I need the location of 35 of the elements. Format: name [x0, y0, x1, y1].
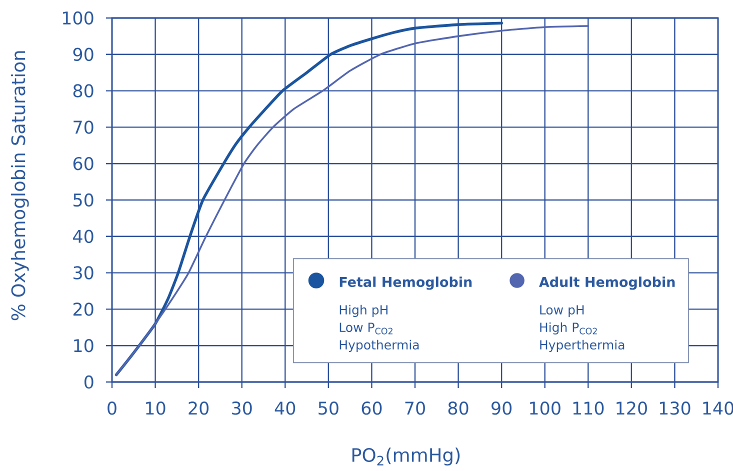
y-tick-label: 10: [74, 338, 94, 352]
x-tick-label: 130: [660, 402, 690, 415]
annotation: High P$_{CO2}$: [540, 322, 597, 334]
annotation: High pH: [340, 304, 388, 317]
y-tick-label: 60: [73, 156, 94, 170]
y-tick-label: 50: [74, 193, 94, 207]
annotation: Hyperthermia: [540, 340, 624, 352]
x-tick-label: 40: [274, 402, 296, 415]
x-tick-label: 100: [530, 402, 560, 415]
annotation: Hypothermia: [340, 340, 419, 352]
y-tick-label: 80: [73, 84, 94, 98]
x-tick-label: 10: [146, 402, 166, 415]
annotation: Low P$_{CO2}$: [340, 322, 392, 334]
legend-label: Fetal Hemoglobin: [340, 276, 472, 290]
y-tick-label: 100: [62, 11, 94, 25]
x-axis-title: PO$_{2}$(mmHg): [352, 448, 460, 466]
y-axis-title: % Oxyhemoglobin Saturation: [10, 51, 29, 320]
x-tick-label: 90: [492, 402, 512, 415]
y-tick-label: 30: [74, 266, 94, 280]
annotation: Low pH: [540, 305, 584, 317]
x-tick-label: 60: [362, 402, 382, 415]
y-tick-label: 40: [73, 230, 94, 244]
x-tick-label: 30: [232, 402, 252, 415]
x-tick-label: 70: [405, 402, 425, 415]
y-tick-label: 0: [84, 375, 94, 389]
x-tick-label: 20: [188, 402, 209, 415]
y-tick-label: 90: [73, 48, 94, 62]
legend-label: Adult Hemoglobin: [539, 276, 675, 290]
x-tick-label: 50: [318, 402, 338, 415]
y-tick-label: 20: [73, 302, 94, 316]
x-tick-label: 120: [616, 402, 647, 415]
x-tick-label: 0: [108, 402, 116, 415]
x-tick-label: 80: [448, 402, 468, 415]
x-tick-label: 110: [573, 402, 604, 415]
y-tick-label: 70: [74, 120, 94, 134]
